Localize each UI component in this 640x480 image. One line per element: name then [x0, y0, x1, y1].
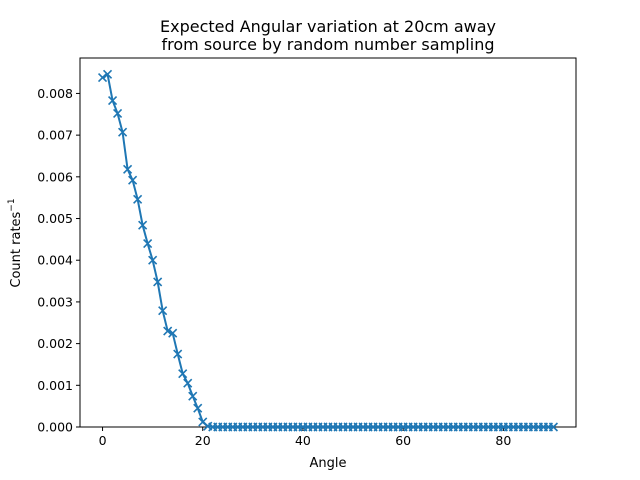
- chart-title-line-2: from source by random number sampling: [162, 35, 495, 54]
- data-point: [118, 127, 128, 137]
- data-point: [128, 175, 138, 185]
- y-tick-label: 0.002: [37, 336, 73, 351]
- y-tick-label: 0.006: [37, 169, 73, 184]
- y-tick-label: 0.008: [37, 86, 73, 101]
- x-tick-label: 40: [295, 433, 311, 448]
- data-point: [133, 194, 143, 204]
- y-tick-label: 0.007: [37, 128, 73, 143]
- data-point: [153, 277, 163, 287]
- y-tick-label: 0.001: [37, 378, 73, 393]
- y-axis-label-superscript: −1: [7, 198, 17, 211]
- x-axis-label: Angle: [310, 456, 347, 471]
- x-axis: 0 20 40 60 80: [99, 427, 511, 448]
- y-tick-label: 0.003: [37, 294, 73, 309]
- x-tick-label: 60: [395, 433, 411, 448]
- series-line: [101, 73, 554, 428]
- data-point: [108, 95, 118, 106]
- y-tick-label: 0.004: [37, 253, 73, 268]
- data-point: [113, 108, 123, 119]
- y-tick-label: 0.000: [37, 420, 73, 435]
- x-tick-label: 80: [495, 433, 511, 448]
- data-point: [183, 378, 193, 388]
- y-axis-label-main: Count rates: [9, 211, 24, 287]
- data-point: [97, 73, 108, 83]
- data-point: [188, 391, 198, 401]
- data-point: [143, 238, 153, 249]
- data-point: [138, 220, 148, 230]
- x-tick-label: 20: [195, 433, 211, 448]
- y-tick-label: 0.005: [37, 211, 73, 226]
- data-point: [102, 69, 113, 79]
- plot-area: [79, 57, 577, 428]
- data-point: [123, 164, 133, 174]
- data-point: [193, 403, 203, 413]
- chart-title-line-1: Expected Angular variation at 20cm away: [160, 17, 496, 36]
- data-point: [548, 422, 559, 432]
- data-point: [163, 326, 173, 336]
- data-point: [148, 255, 158, 265]
- x-tick-label: 0: [99, 433, 107, 448]
- series: [97, 69, 559, 432]
- data-point: [168, 328, 178, 338]
- data-point: [178, 369, 188, 379]
- data-point: [173, 349, 183, 359]
- y-axis-label: Count rates−1: [7, 198, 24, 287]
- data-point: [158, 306, 168, 316]
- plot-frame: [79, 57, 577, 428]
- y-axis: 0.000 0.001 0.002 0.003 0.004 0.005 0.006 0.007…: [37, 86, 80, 435]
